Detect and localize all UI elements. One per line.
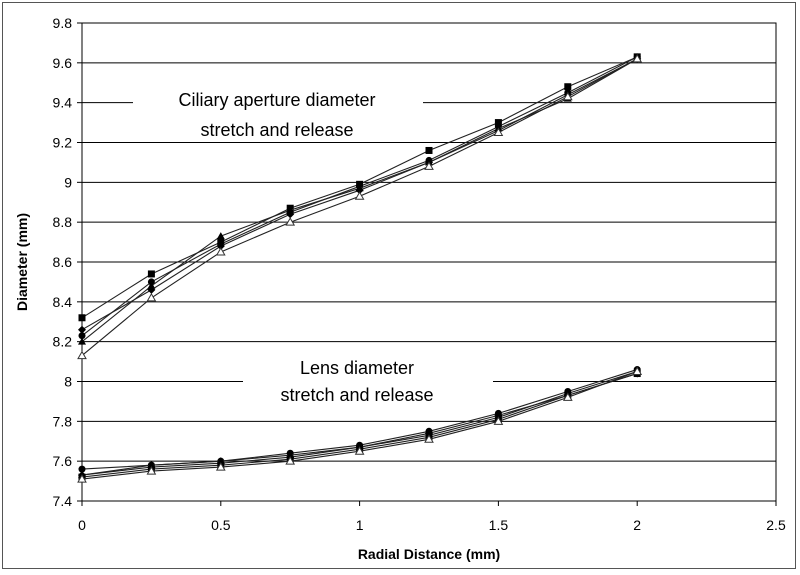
y-tick-label: 7.6: [53, 453, 73, 469]
x-tick-label: 1: [356, 517, 364, 533]
data-point-lens-diamond: [425, 429, 433, 438]
tick-labels: 7.4 7.6 7.8 8 8.2 8.4 8.6 8.8 9 9.2 9.4 9.6 9.8 0 0.5 1…: [53, 15, 786, 533]
annotation-label: Ciliary aperture diameter: [178, 90, 375, 110]
axes: [77, 22, 777, 506]
data-point-ciliary-diamond: [147, 285, 156, 294]
y-tick-label: 7.4: [53, 493, 73, 509]
series-layer: [77, 53, 643, 483]
annotation-backing: [133, 84, 423, 142]
data-point-lens-open-triangle: [215, 462, 226, 471]
y-tick-label: 9.2: [53, 135, 73, 151]
data-point-ciliary-square: [425, 146, 433, 154]
data-point-lens-open-triangle: [562, 392, 573, 401]
line-chart: Ciliary aperture diameter stretch and rel…: [14, 15, 786, 562]
data-point-lens-open-triangle: [285, 456, 296, 465]
annotation-label: Lens diameter: [300, 358, 414, 378]
y-tick-label: 9: [64, 174, 72, 190]
data-point-lens-open-triangle: [77, 474, 87, 483]
data-point-ciliary-open-triangle: [77, 350, 87, 360]
plot-area-border: [81, 22, 777, 502]
y-tick-label: 9.6: [53, 55, 73, 71]
y-tick-label: 8.6: [53, 254, 73, 270]
x-tick-label: 1.5: [489, 517, 509, 533]
data-point-ciliary-open-triangle: [632, 53, 643, 63]
y-tick-label: 8.2: [53, 334, 73, 350]
data-point-ciliary-square: [78, 314, 86, 322]
x-tick-label: 0: [78, 517, 86, 533]
annotation-backing: [243, 352, 493, 410]
data-point-ciliary-square: [494, 119, 502, 127]
data-point-ciliary-diamond: [355, 186, 364, 195]
data-point-ciliary-triangle: [147, 281, 156, 289]
data-point-lens-open-triangle: [424, 434, 434, 443]
annotations: Ciliary aperture diameter stretch and rel…: [133, 84, 493, 410]
data-point-ciliary-diamond: [286, 210, 295, 219]
data-point-ciliary-diamond: [78, 325, 86, 334]
y-tick-label: 9.4: [53, 95, 73, 111]
x-tick-label: 2.5: [766, 517, 786, 533]
y-tick-label: 8.4: [53, 294, 73, 310]
y-tick-label: 9.8: [53, 15, 73, 31]
data-point-lens-diamond: [494, 411, 503, 420]
data-point-ciliary-diamond: [216, 242, 225, 251]
data-point-ciliary-triangle: [216, 232, 225, 240]
data-point-ciliary-triangle: [78, 337, 86, 345]
y-tick-label: 8: [64, 374, 72, 390]
x-tick-label: 0.5: [211, 517, 231, 533]
data-point-lens-open-triangle: [146, 466, 157, 475]
y-tick-label: 8.8: [53, 214, 73, 230]
data-point-ciliary-triangle: [286, 206, 295, 214]
annotation-label: stretch and release: [200, 120, 353, 140]
data-point-ciliary-open-triangle: [285, 217, 296, 226]
x-axis-title: Radial Distance (mm): [358, 546, 500, 562]
data-point-ciliary-circle: [78, 332, 86, 340]
data-point-lens-open-triangle: [354, 446, 365, 455]
annotation-label: stretch and release: [280, 385, 433, 405]
data-point-lens-open-triangle: [632, 366, 643, 376]
data-point-ciliary-open-triangle: [424, 161, 434, 170]
chart-frame: Ciliary aperture diameter stretch and rel…: [2, 2, 796, 569]
data-point-ciliary-open-triangle: [562, 91, 573, 101]
y-tick-label: 7.8: [53, 413, 73, 429]
data-point-ciliary-square: [147, 270, 155, 278]
data-point-ciliary-open-triangle: [493, 127, 504, 137]
data-point-lens-circle: [78, 465, 86, 473]
data-point-ciliary-open-triangle: [146, 292, 157, 302]
y-axis-title: Diameter (mm): [14, 213, 30, 311]
data-point-lens-open-triangle: [493, 416, 504, 425]
data-point-ciliary-open-triangle: [354, 191, 365, 200]
data-point-ciliary-square: [564, 83, 572, 91]
data-point-ciliary-open-triangle: [215, 247, 226, 256]
x-tick-label: 2: [633, 517, 641, 533]
